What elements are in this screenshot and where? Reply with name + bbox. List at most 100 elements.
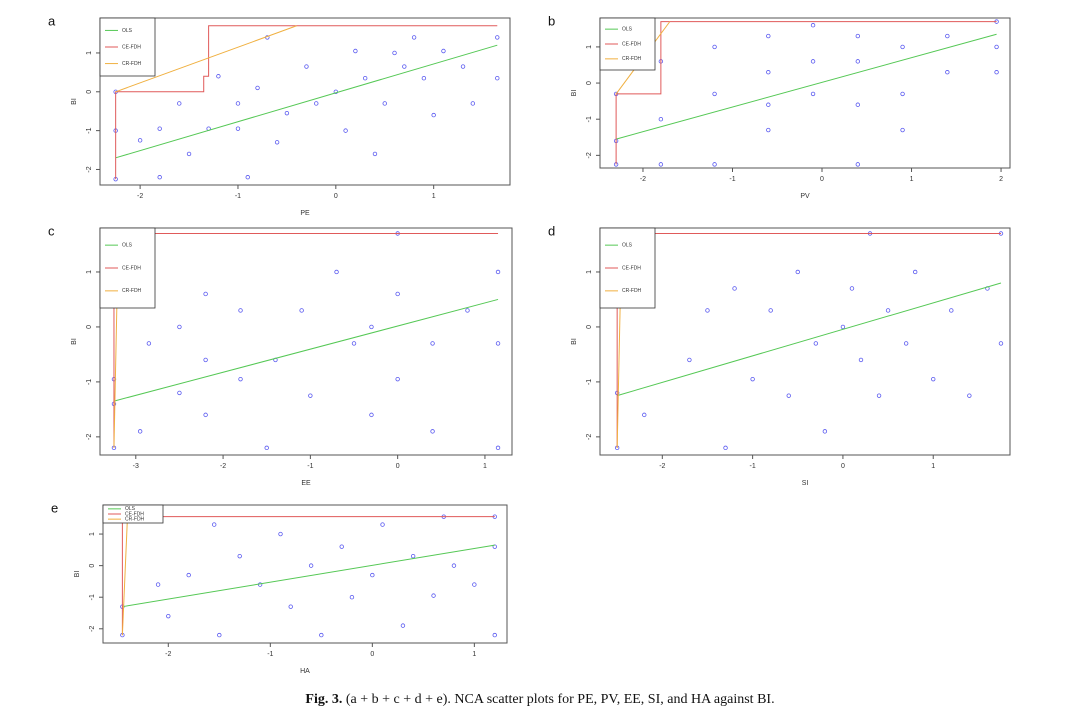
point [766,102,771,107]
point [495,341,501,346]
legend-box [102,504,164,524]
x-tick-label: 1 [910,176,914,183]
point [402,64,407,69]
point [712,91,717,97]
legend-label: OLS [622,26,633,32]
y-tick-label: -1 [586,116,593,122]
point [288,604,293,609]
point [212,522,217,527]
y-tick-label: 0 [86,90,93,94]
fit-line [113,232,499,448]
legend-label: CR-FDH [622,288,642,294]
point [245,175,250,180]
point [822,429,828,434]
point [370,572,375,578]
caption-label: Fig. 3. [305,692,342,707]
x-tick-label: -2 [659,463,665,470]
y-axis-label: BI [71,338,78,345]
point [813,341,819,346]
point [186,151,192,157]
point [299,308,304,313]
y-axis-label: BI [74,571,81,578]
point [274,140,280,145]
x-tick-label: 1 [472,651,476,658]
legend-label: CR-FDH [622,56,642,62]
x-axis-label: EE [301,480,311,487]
y-tick-label: -2 [89,626,96,632]
point [658,162,664,167]
y-tick-label: -1 [586,379,593,385]
y-axis-label: BI [571,338,578,345]
x-tick-label: 0 [841,463,845,470]
point [369,412,374,418]
point [217,632,222,638]
point [855,162,861,167]
point [492,632,497,638]
point [495,269,501,275]
point [994,44,999,50]
point [495,35,500,40]
point [155,582,161,587]
point [238,308,243,313]
x-axis-label: PV [800,193,810,200]
point [855,33,861,39]
legend-label: OLS [122,28,133,34]
x-tick-label: -1 [750,463,756,470]
caption-text: (a + b + c + d + e). NCA scatter plots f… [346,692,775,707]
y-tick-label: -2 [86,434,93,440]
point [750,376,755,382]
y-tick-label: -2 [586,152,593,158]
point [766,127,771,133]
point [658,117,664,122]
point [931,376,936,382]
point [319,632,324,638]
x-axis-label: PE [300,210,310,217]
point [284,110,290,116]
point [430,429,435,434]
point [460,64,466,69]
point [732,286,737,291]
point [900,127,905,133]
point [786,393,791,398]
point [238,376,243,382]
legend-label: CE-FDH [622,41,641,47]
point [441,48,446,54]
x-tick-label: 0 [820,176,824,183]
point [795,269,800,275]
x-tick-label: -1 [235,193,241,200]
x-tick-label: 0 [334,193,338,200]
point [334,269,339,275]
y-tick-label: -2 [586,434,593,440]
x-tick-label: -2 [640,176,646,183]
panel-label: c [48,223,55,238]
fit-line [617,282,1002,397]
fit-line [115,25,297,93]
point [949,308,954,313]
point [858,357,864,363]
point [349,595,355,600]
plot-frame [599,17,1011,169]
x-tick-label: -1 [267,651,273,658]
x-axis-label: HA [300,668,310,675]
point [945,70,950,75]
x-tick-label: -2 [137,193,143,200]
fit-line [616,232,1001,448]
point [203,357,208,363]
point [945,33,950,39]
y-tick-label: 1 [586,270,593,274]
plot-frame [99,17,511,186]
legend-label: OLS [125,506,136,512]
point [495,75,500,81]
point [380,522,385,527]
panel-label: b [548,13,555,28]
fit-line [615,21,997,165]
point [900,44,905,50]
point [994,70,999,75]
x-tick-label: -1 [729,176,735,183]
y-axis-label: BI [571,90,578,97]
point [157,175,162,180]
y-tick-label: -2 [86,166,93,172]
x-tick-label: 1 [432,193,436,200]
point [157,126,162,131]
